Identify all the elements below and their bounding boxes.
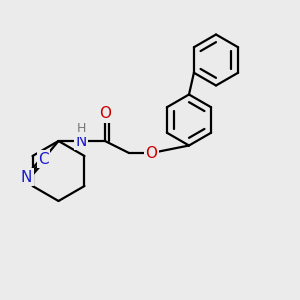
Text: O: O: [99, 106, 111, 122]
Text: H: H: [76, 122, 86, 136]
Text: N: N: [21, 169, 32, 184]
Text: N: N: [75, 134, 87, 148]
Text: O: O: [146, 146, 158, 160]
Text: C: C: [38, 152, 49, 166]
